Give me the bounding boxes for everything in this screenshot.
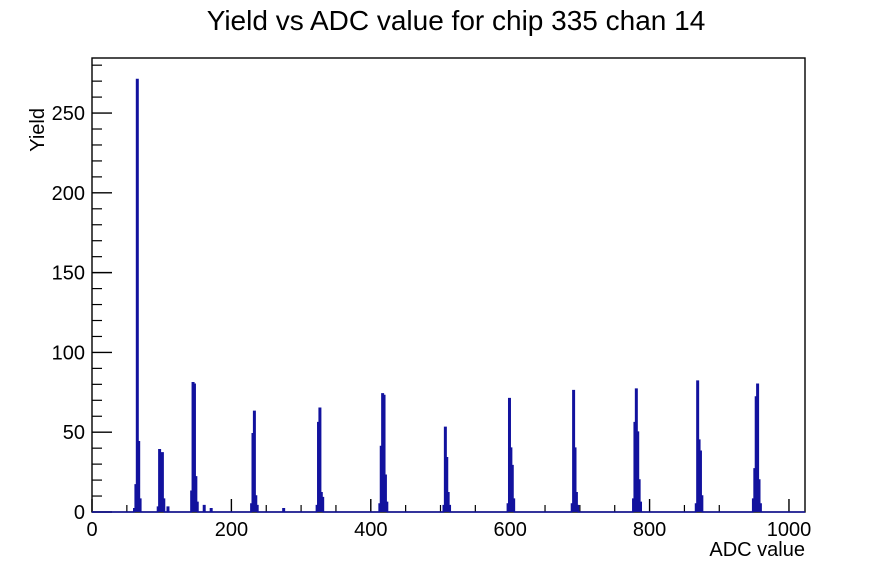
x-tick-label: 400 — [354, 519, 387, 541]
y-tick-label: 100 — [52, 342, 85, 364]
y-axis-title: Yield — [27, 108, 49, 152]
x-tick-label: 200 — [215, 519, 248, 541]
y-axis-ticks — [92, 64, 112, 513]
chart-title: Yield vs ADC value for chip 335 chan 14 — [207, 5, 706, 36]
x-axis-title: ADC value — [709, 539, 805, 561]
y-tick-label: 50 — [63, 422, 85, 444]
x-axis-tick-labels: 0 200 400 600 800 1000 — [86, 519, 811, 541]
x-tick-label: 1000 — [767, 519, 812, 541]
x-tick-label: 800 — [633, 519, 666, 541]
histogram-line — [92, 78, 805, 513]
y-tick-label: 200 — [52, 183, 85, 205]
y-tick-label: 150 — [52, 263, 85, 285]
y-tick-label: 250 — [52, 103, 85, 125]
x-tick-label: 600 — [493, 519, 526, 541]
x-tick-label: 0 — [86, 519, 97, 541]
y-tick-label: 0 — [74, 502, 85, 524]
y-axis-tick-labels: 0 50 100 150 200 250 — [52, 103, 85, 524]
